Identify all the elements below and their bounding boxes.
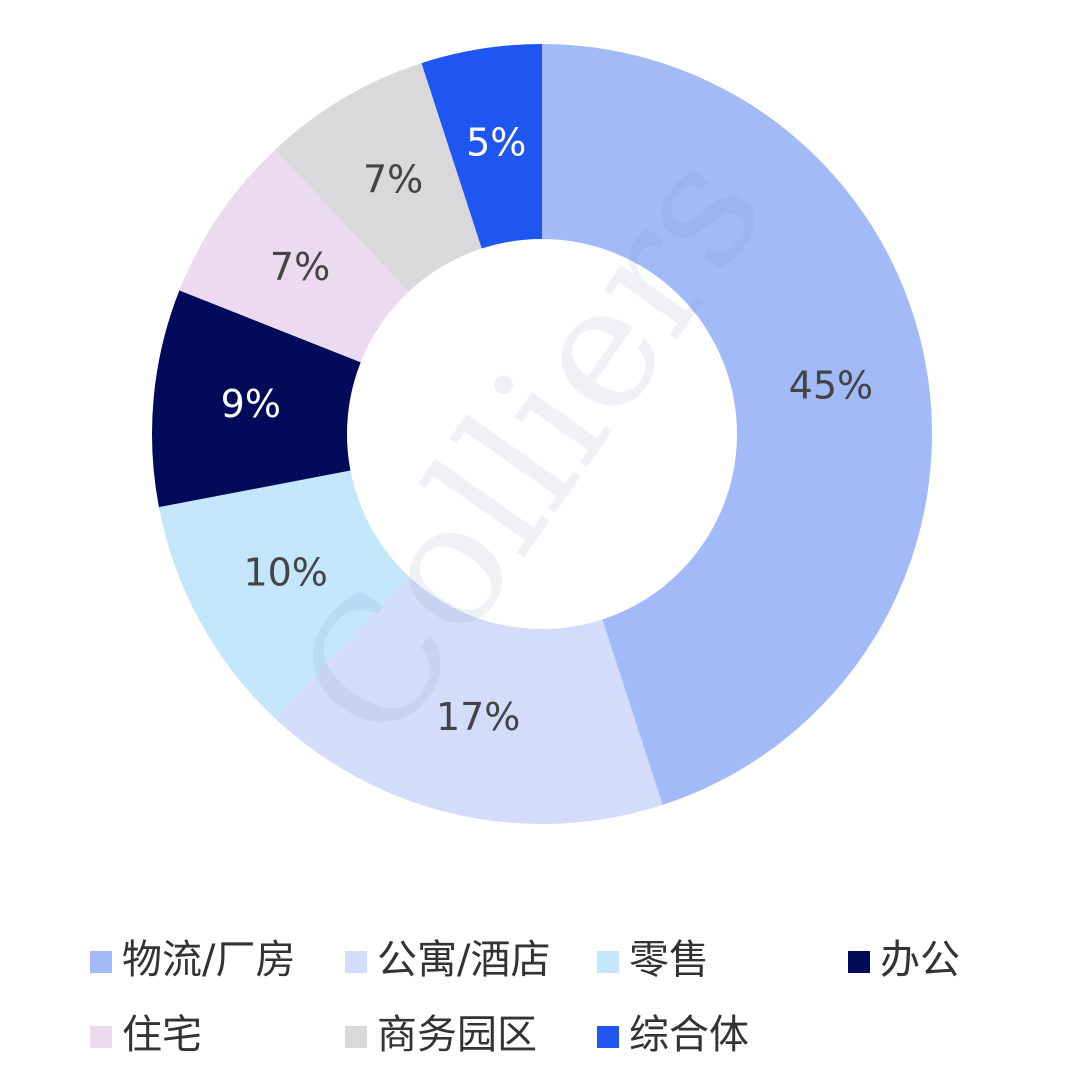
data-label: 10%: [243, 550, 327, 594]
legend-swatch: [597, 951, 619, 973]
donut-slice: [152, 290, 361, 508]
data-label: 17%: [436, 695, 520, 739]
donut-slice: [158, 470, 409, 719]
legend-label: 办公: [880, 937, 960, 983]
donut-slice: [421, 44, 542, 249]
data-label: 7%: [270, 245, 330, 289]
legend-label: 物流/厂房: [122, 937, 295, 983]
legend-label: 商务园区: [377, 1012, 537, 1058]
legend-swatch: [597, 1026, 619, 1048]
data-label: 7%: [363, 158, 423, 202]
data-label: 9%: [221, 382, 281, 426]
legend-label: 住宅: [122, 1012, 202, 1058]
donut-slice: [275, 576, 663, 824]
donut-slice: [275, 63, 482, 292]
legend-label: 公寓/酒店: [377, 937, 550, 983]
legend-swatch: [90, 951, 112, 973]
data-label: 5%: [466, 121, 526, 165]
data-label: 45%: [789, 364, 873, 408]
legend-label: 零售: [629, 937, 709, 983]
donut-slice: [179, 149, 409, 363]
legend-swatch: [345, 1026, 367, 1048]
legend-swatch: [848, 951, 870, 973]
legend-swatch: [345, 951, 367, 973]
legend-label: 综合体: [629, 1012, 749, 1058]
donut-slice: [542, 44, 933, 805]
legend-swatch: [90, 1026, 112, 1048]
